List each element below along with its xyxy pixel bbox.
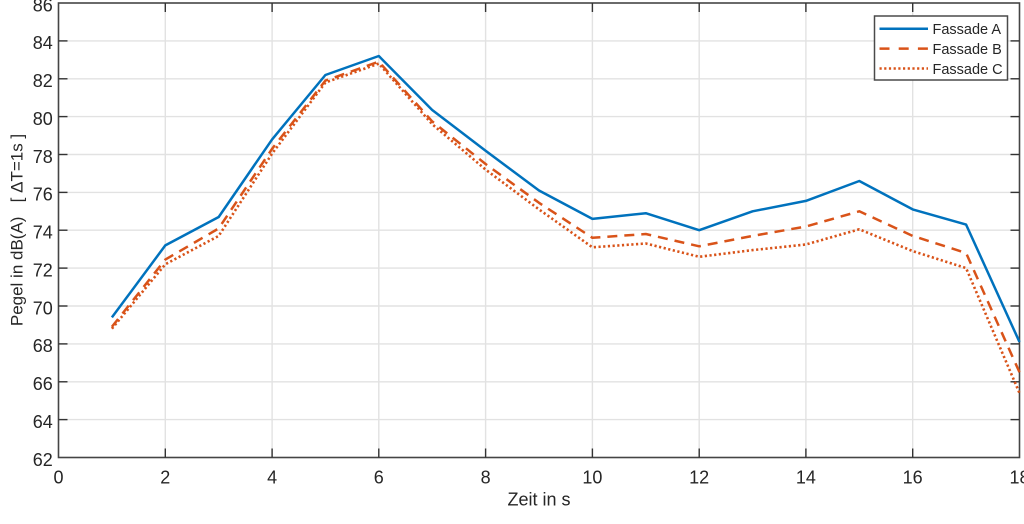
svg-text:72: 72 — [33, 260, 53, 280]
svg-text:62: 62 — [33, 450, 53, 470]
svg-text:74: 74 — [33, 223, 53, 243]
svg-text:2: 2 — [160, 467, 170, 487]
svg-text:16: 16 — [903, 467, 923, 487]
svg-text:Fassade C: Fassade C — [933, 62, 1003, 78]
svg-text:68: 68 — [33, 336, 53, 356]
svg-text:10: 10 — [582, 467, 602, 487]
svg-text:82: 82 — [33, 71, 53, 91]
svg-text:0: 0 — [53, 467, 63, 487]
svg-text:66: 66 — [33, 374, 53, 394]
svg-text:14: 14 — [796, 467, 816, 487]
svg-text:70: 70 — [33, 298, 53, 318]
svg-text:Fassade A: Fassade A — [933, 22, 1002, 38]
svg-text:6: 6 — [374, 467, 384, 487]
svg-text:86: 86 — [33, 0, 53, 15]
svg-text:84: 84 — [33, 33, 53, 53]
svg-text:Zeit in s: Zeit in s — [507, 490, 570, 510]
svg-text:4: 4 — [267, 467, 277, 487]
svg-text:64: 64 — [33, 412, 53, 432]
svg-text:18: 18 — [1009, 467, 1024, 487]
svg-text:76: 76 — [33, 185, 53, 205]
svg-text:80: 80 — [33, 109, 53, 129]
svg-text:12: 12 — [689, 467, 709, 487]
svg-text:78: 78 — [33, 147, 53, 167]
svg-text:Fassade B: Fassade B — [933, 42, 1002, 58]
svg-text:8: 8 — [481, 467, 491, 487]
svg-text:Pegel in dB(A) [ ΔT=1s ]: Pegel in dB(A) [ ΔT=1s ] — [8, 134, 27, 326]
